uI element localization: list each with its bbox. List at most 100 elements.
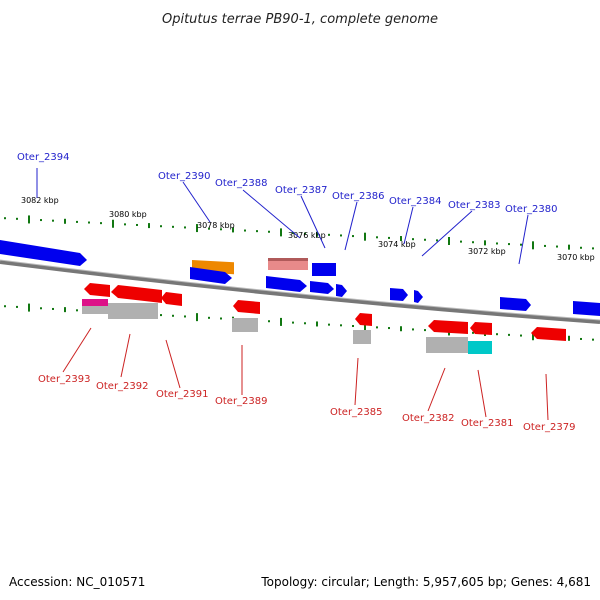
ruler-lower-tick bbox=[328, 323, 330, 326]
gene-oter-2392-gray[interactable] bbox=[108, 303, 158, 319]
label-oter-2386[interactable]: Oter_2386 bbox=[332, 191, 385, 202]
gene-oter-2381-cyan[interactable] bbox=[468, 341, 492, 354]
label-oter-2384[interactable]: Oter_2384 bbox=[389, 196, 442, 207]
ruler-lower-tick bbox=[400, 326, 402, 332]
ruler-label-3082: 3082 kbp bbox=[21, 196, 59, 205]
ruler-label-3080: 3080 kbp bbox=[109, 210, 147, 219]
ruler-upper-tick bbox=[532, 241, 534, 250]
ruler-upper-tick bbox=[496, 242, 498, 245]
ruler-upper-tick bbox=[412, 238, 414, 241]
forward-leaders bbox=[36, 168, 529, 265]
ruler-lower-tick bbox=[364, 322, 366, 331]
ruler-lower-tick bbox=[220, 317, 222, 320]
ruler-upper-tick bbox=[76, 220, 78, 223]
ruler-lower-tick bbox=[376, 326, 378, 329]
ruler-upper-tick bbox=[136, 223, 138, 226]
ruler-lower-tick bbox=[352, 325, 354, 328]
gene-oter-2385-gray[interactable] bbox=[353, 330, 371, 344]
ruler-lower-tick bbox=[64, 307, 66, 313]
ruler-upper-tick bbox=[160, 225, 162, 228]
ruler-label-3070: 3070 kbp bbox=[557, 253, 595, 262]
gene-oter-2379[interactable] bbox=[531, 327, 566, 341]
gene-oter-2393[interactable] bbox=[84, 283, 110, 297]
ruler-lower-tick bbox=[496, 333, 498, 336]
label-oter-2381[interactable]: Oter_2381 bbox=[461, 418, 514, 429]
ruler-upper-tick bbox=[340, 234, 342, 237]
ruler-upper-tick bbox=[508, 243, 510, 246]
gene-oter-2390[interactable] bbox=[190, 267, 232, 284]
gene-oter-2384[interactable] bbox=[390, 288, 408, 301]
ruler-upper-tick bbox=[568, 244, 570, 250]
ruler-upper-tick bbox=[364, 232, 366, 241]
ruler-upper-tick bbox=[592, 247, 594, 250]
ruler-upper-tick bbox=[4, 217, 6, 220]
gene-oter-2393-gray[interactable] bbox=[82, 306, 108, 314]
label-oter-2392[interactable]: Oter_2392 bbox=[96, 381, 149, 392]
ruler-upper-tick bbox=[280, 228, 282, 237]
ruler-upper-tick bbox=[472, 241, 474, 244]
label-oter-2387[interactable]: Oter_2387 bbox=[275, 185, 328, 196]
label-oter-2393[interactable]: Oter_2393 bbox=[38, 374, 91, 385]
gene-oter-2389[interactable] bbox=[233, 300, 260, 314]
ruler-lower-tick bbox=[292, 321, 294, 324]
gene-oter-2383[interactable] bbox=[414, 290, 423, 303]
ruler-lower-tick bbox=[316, 321, 318, 327]
ruler-upper-tick bbox=[16, 217, 18, 220]
gene-oter-2378-partial[interactable] bbox=[573, 301, 600, 316]
gene-oter-2382[interactable] bbox=[428, 320, 468, 334]
genome-backbone-highlight bbox=[0, 259, 600, 321]
label-oter-2390[interactable]: Oter_2390 bbox=[158, 171, 211, 182]
ruler-lower-tick bbox=[196, 313, 198, 322]
ruler-upper bbox=[4, 215, 594, 250]
ruler-upper-tick bbox=[484, 240, 486, 246]
gene-oter-2386[interactable] bbox=[336, 284, 347, 297]
label-oter-2389[interactable]: Oter_2389 bbox=[215, 396, 268, 407]
ruler-upper-tick bbox=[316, 231, 318, 237]
label-oter-2380[interactable]: Oter_2380 bbox=[505, 204, 558, 215]
gene-oter-2382-gray[interactable] bbox=[426, 337, 468, 353]
ruler-lower-tick bbox=[592, 338, 594, 341]
forward-strand bbox=[0, 240, 600, 316]
ruler-lower-tick bbox=[508, 333, 510, 336]
gene-oter-2394[interactable] bbox=[0, 240, 87, 266]
label-oter-2385[interactable]: Oter_2385 bbox=[330, 407, 383, 418]
label-oter-2379[interactable]: Oter_2379 bbox=[523, 422, 576, 433]
ruler-upper-tick bbox=[244, 229, 246, 232]
ruler-upper-tick bbox=[436, 239, 438, 242]
ruler-upper-tick bbox=[292, 231, 294, 234]
label-oter-2394[interactable]: Oter_2394 bbox=[17, 152, 70, 163]
ruler-lower-tick bbox=[520, 334, 522, 337]
gene-oter-2388-fwd[interactable] bbox=[266, 276, 307, 292]
label-oter-2388[interactable]: Oter_2388 bbox=[215, 178, 268, 189]
label-oter-2391[interactable]: Oter_2391 bbox=[156, 389, 209, 400]
ruler-upper-tick bbox=[112, 219, 114, 228]
gene-oter-2392[interactable] bbox=[111, 285, 162, 303]
ruler-upper-tick bbox=[208, 227, 210, 230]
gene-oter-2393-magenta[interactable] bbox=[82, 299, 108, 306]
gene-oter-2380[interactable] bbox=[500, 297, 531, 311]
gene-oter-2387-fwd[interactable] bbox=[310, 281, 334, 294]
ruler-lower-tick bbox=[280, 317, 282, 326]
ruler-upper-tick bbox=[124, 223, 126, 226]
label-oter-2383[interactable]: Oter_2383 bbox=[448, 200, 501, 211]
ruler-lower-tick bbox=[304, 322, 306, 325]
gene-oter-2391[interactable] bbox=[161, 292, 182, 306]
gene-oter-2385[interactable] bbox=[355, 313, 372, 326]
ruler-upper-tick bbox=[52, 219, 54, 222]
ruler-label-3078: 3078 kbp bbox=[197, 221, 235, 230]
ruler-upper-tick bbox=[40, 219, 42, 222]
ruler-lower-tick bbox=[472, 331, 474, 334]
ruler-upper-tick bbox=[184, 226, 186, 229]
ruler-lower-tick bbox=[340, 324, 342, 327]
gene-oter-2389-gray[interactable] bbox=[232, 318, 258, 332]
label-oter-2382[interactable]: Oter_2382 bbox=[402, 413, 455, 424]
gene-oter-2387[interactable] bbox=[312, 263, 336, 276]
genome-backbone bbox=[0, 260, 600, 324]
gene-oter-2381[interactable] bbox=[470, 322, 492, 335]
reverse-leaders bbox=[62, 327, 549, 421]
accession-text: Accession: NC_010571 bbox=[9, 575, 145, 589]
ruler-upper-tick bbox=[580, 246, 582, 249]
ruler-upper-tick bbox=[64, 218, 66, 224]
ruler-lower-tick bbox=[532, 332, 534, 341]
ruler-upper-tick bbox=[196, 224, 198, 233]
